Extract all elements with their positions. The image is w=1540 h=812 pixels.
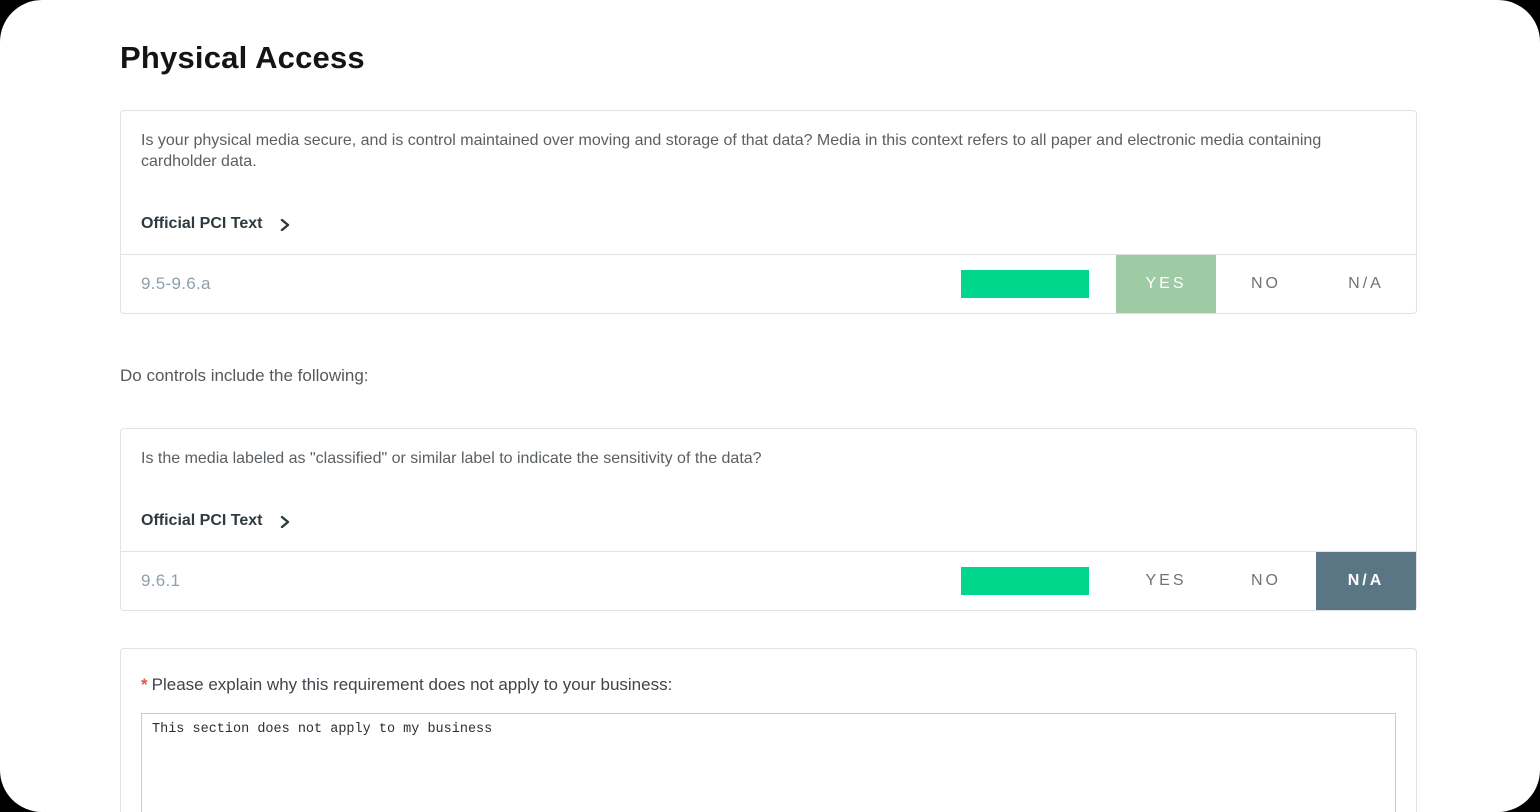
question-card-1: Is your physical media secure, and is co… bbox=[120, 110, 1417, 314]
yes-button[interactable]: YES bbox=[1116, 255, 1216, 313]
requirement-id: 9.5-9.6.a bbox=[141, 274, 211, 293]
question-card-2: Is the media labeled as "classified" or … bbox=[120, 428, 1417, 611]
chevron-right-icon bbox=[279, 515, 291, 529]
chevron-right-icon bbox=[279, 218, 291, 232]
official-pci-text-label: Official PCI Text bbox=[141, 215, 263, 232]
subsection-label: Do controls include the following: bbox=[120, 366, 369, 385]
no-button[interactable]: NO bbox=[1216, 255, 1316, 313]
question-body: Is the media labeled as "classified" or … bbox=[121, 429, 1416, 551]
explain-label-text: Please explain why this requirement does… bbox=[151, 675, 673, 694]
answer-row: 9.5-9.6.a YES NO N/A bbox=[121, 254, 1416, 313]
na-button[interactable]: N/A bbox=[1316, 552, 1416, 610]
requirement-id: 9.6.1 bbox=[141, 571, 181, 590]
answer-row: 9.6.1 YES NO N/A bbox=[121, 551, 1416, 610]
official-pci-text-link[interactable]: Official PCI Text bbox=[141, 512, 291, 530]
official-pci-text-link[interactable]: Official PCI Text bbox=[141, 215, 291, 233]
redacted-green-bar bbox=[961, 567, 1089, 595]
na-button[interactable]: N/A bbox=[1316, 255, 1416, 313]
explain-card: * Please explain why this requirement doe… bbox=[120, 648, 1417, 812]
question-text: Is the media labeled as "classified" or … bbox=[141, 450, 762, 467]
no-button[interactable]: NO bbox=[1216, 552, 1316, 610]
yes-button[interactable]: YES bbox=[1116, 552, 1216, 610]
question-body: Is your physical media secure, and is co… bbox=[121, 111, 1416, 254]
official-pci-text-label: Official PCI Text bbox=[141, 512, 263, 529]
question-text: Is your physical media secure, and is co… bbox=[141, 132, 1322, 170]
content-area: Physical Access Is your physical media s… bbox=[0, 40, 1540, 812]
explain-textarea[interactable]: This section does not apply to my busine… bbox=[141, 713, 1396, 812]
page-title: Physical Access bbox=[120, 40, 365, 75]
redacted-green-bar bbox=[961, 270, 1089, 298]
required-asterisk: * bbox=[141, 675, 148, 694]
explain-label: * Please explain why this requirement doe… bbox=[141, 673, 1396, 697]
